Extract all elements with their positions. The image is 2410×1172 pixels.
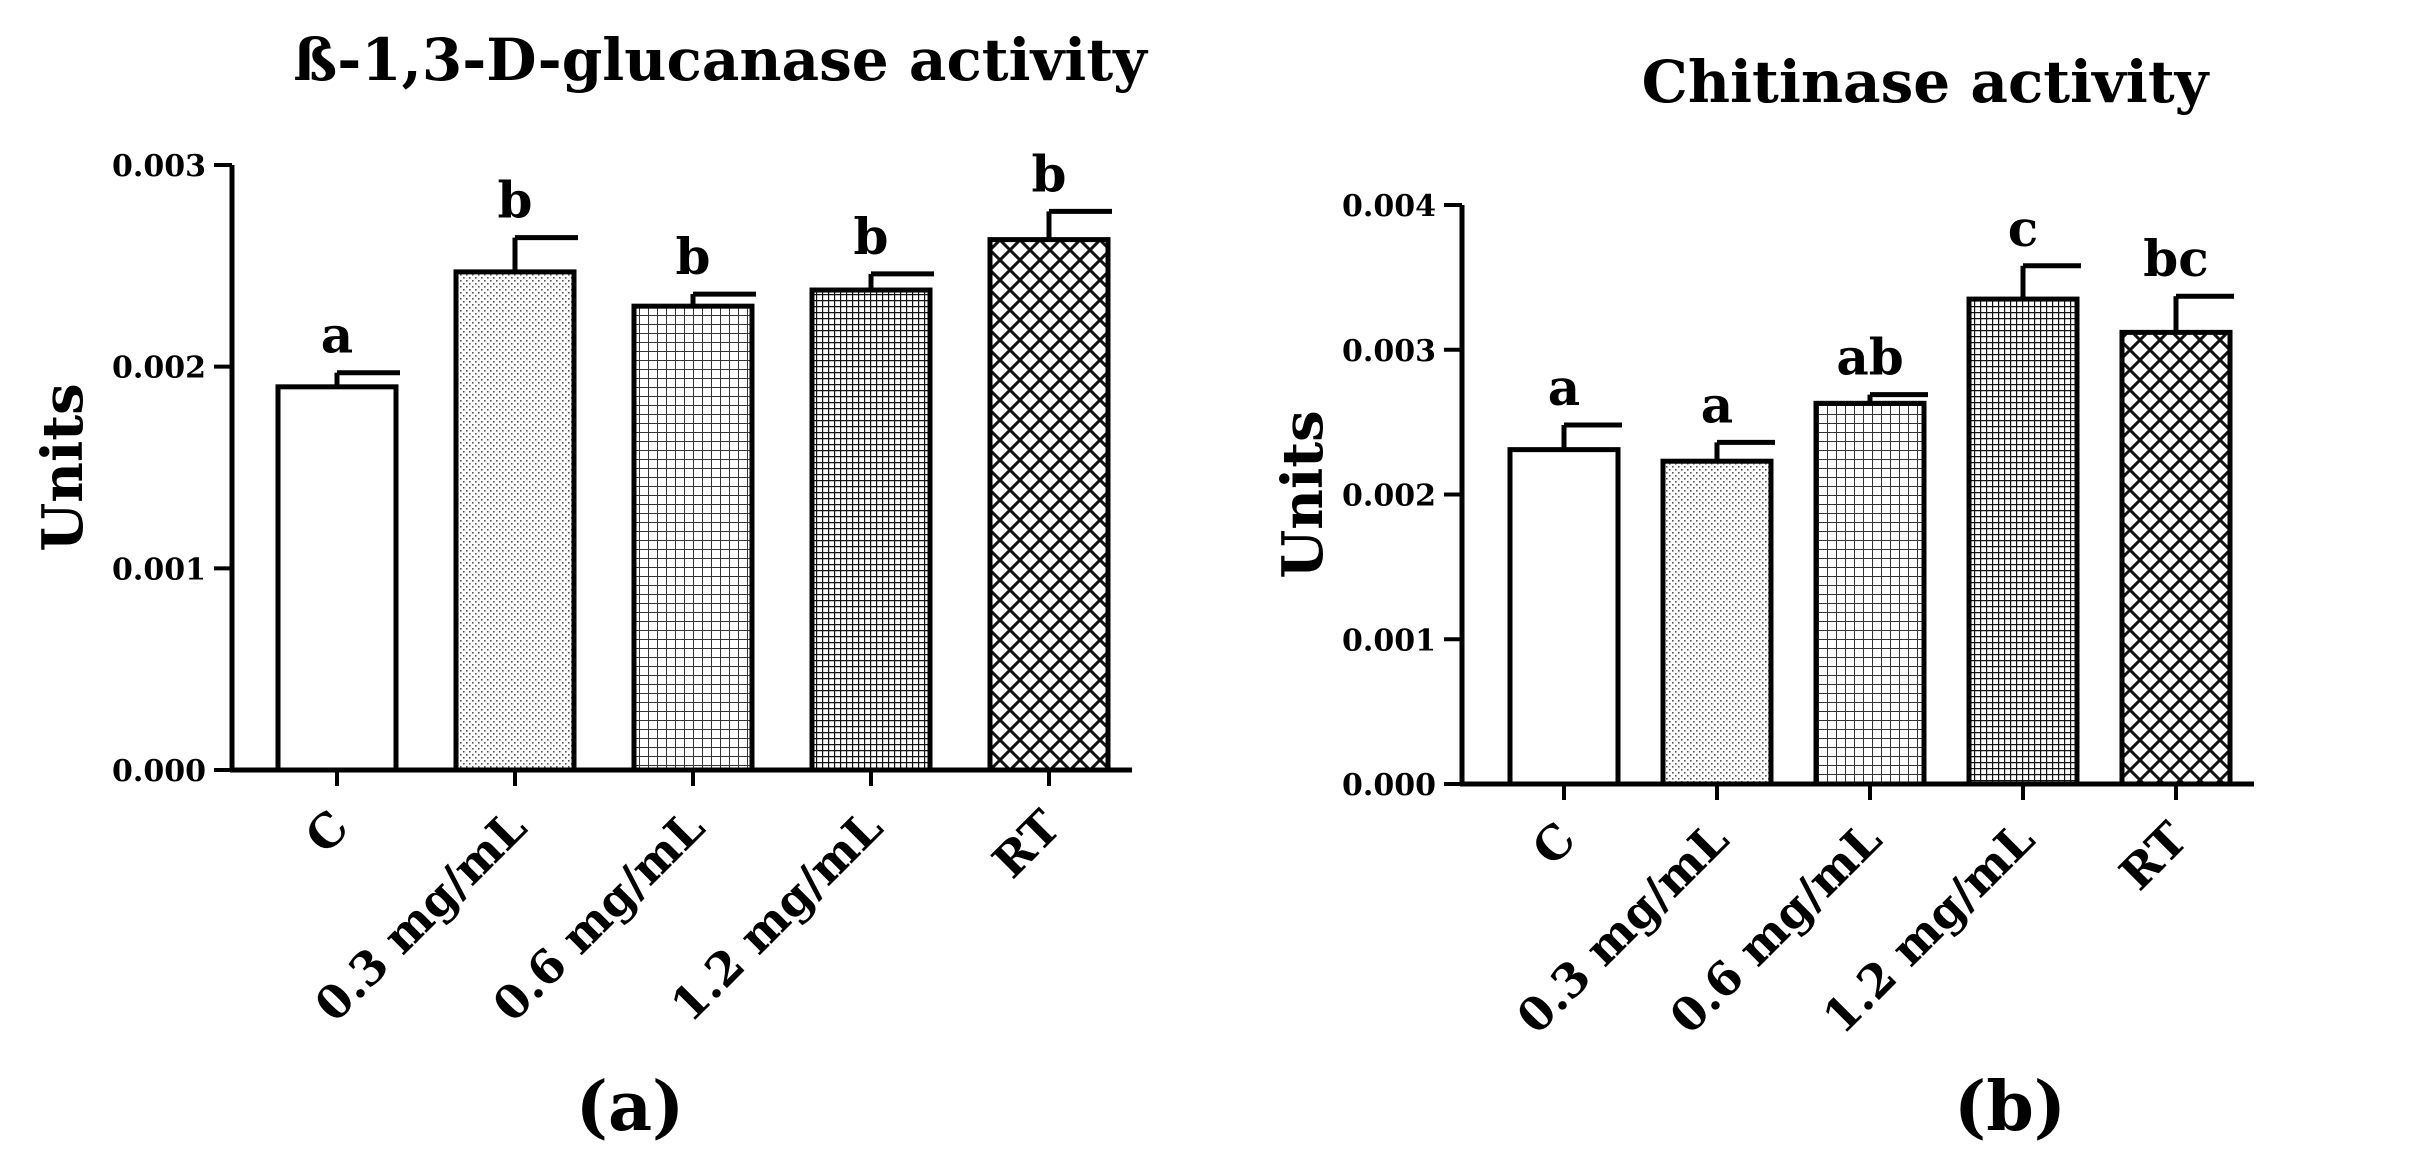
- chart-0-significance-letter: b: [1032, 144, 1067, 203]
- chart-1-bar-1: [1660, 458, 1774, 787]
- chart-0-panel-label: (a): [576, 1067, 684, 1147]
- chart-0-bar-4: [987, 237, 1111, 773]
- chart-chitinase: Chitinase activity Units 0.000 0.001 0.002 0.…: [1270, 48, 2254, 1147]
- chart-0-significance-letter: b: [676, 227, 711, 286]
- chart-1-bar-4: [2119, 329, 2233, 787]
- chart-glucanase: ß-1,3-D-glucanase activity Units 0.000 0.00…: [30, 26, 1149, 1147]
- chart-0-x-tick-label: RT: [982, 800, 1071, 889]
- chart-1-y-tick-label: 0.002: [1342, 479, 1436, 514]
- chart-1-panel-label: (b): [1954, 1067, 2066, 1147]
- chart-0-title: ß-1,3-D-glucanase activity: [293, 26, 1149, 94]
- chart-0-y-tick-label: 0.001: [112, 552, 206, 587]
- chart-0-y-tick-label: 0.002: [112, 351, 206, 386]
- chart-0-x-tick-label: C: [295, 800, 359, 864]
- chart-1-y-tick-label: 0.003: [1342, 334, 1436, 369]
- chart-0-bar-1: [453, 269, 577, 773]
- chart-1-bar-0: [1507, 447, 1621, 787]
- chart-1-y-tick-label: 0.000: [1342, 768, 1436, 803]
- chart-1-significance-letter: a: [1701, 375, 1733, 434]
- chart-1-significance-letter: bc: [2143, 229, 2208, 288]
- chart-1-bar-2: [1813, 400, 1927, 787]
- chart-0-y-axis-label: Units: [30, 383, 96, 551]
- chart-0-bar-2: [631, 303, 755, 773]
- chart-0-bar-3: [809, 287, 933, 773]
- chart-0-significance-letter: b: [854, 207, 889, 266]
- chart-0-y-tick-label: 0.000: [112, 754, 206, 789]
- chart-0-bar-0: [275, 384, 399, 773]
- chart-1-x-tick-label: C: [1522, 812, 1586, 876]
- chart-1-significance-letter: a: [1548, 358, 1580, 417]
- chart-1-y-tick-label: 0.001: [1342, 623, 1436, 658]
- chart-1-x-tick-label: RT: [2109, 812, 2198, 901]
- chart-1-y-tick-label: 0.004: [1342, 189, 1436, 224]
- chart-1-title: Chitinase activity: [1642, 48, 2211, 116]
- chart-1-y-axis-label: Units: [1270, 410, 1336, 578]
- chart-1-bar-3: [1966, 296, 2080, 787]
- chart-1-significance-letter: c: [2008, 199, 2038, 258]
- chart-0-y-tick-label: 0.003: [112, 149, 206, 184]
- chart-0-significance-letter: a: [321, 306, 353, 365]
- chart-0-significance-letter: b: [498, 171, 533, 230]
- chart-1-significance-letter: ab: [1836, 328, 1903, 387]
